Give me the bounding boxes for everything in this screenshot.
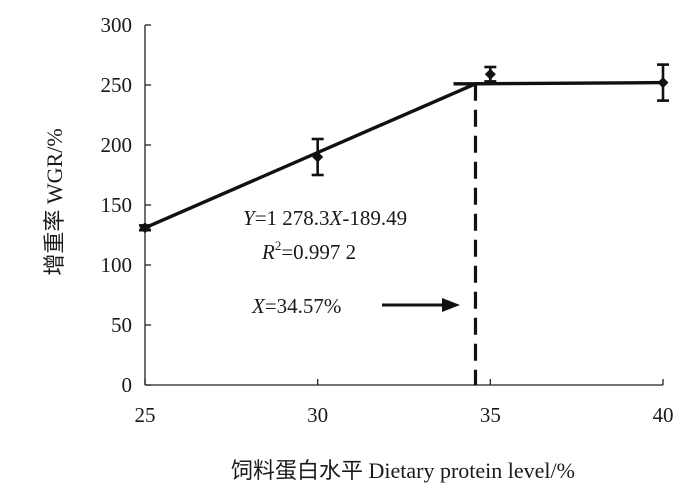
y-tick-label: 0 bbox=[122, 373, 133, 397]
r-squared-value: =0.997 2 bbox=[281, 240, 356, 264]
data-point-marker bbox=[657, 77, 669, 89]
x-tick-label: 25 bbox=[135, 403, 156, 427]
y-tick-label: 250 bbox=[101, 73, 133, 97]
r-squared-label: R2=0.997 2 bbox=[261, 238, 356, 264]
regression-equation: Y=1 278.3X-189.49 bbox=[243, 206, 407, 230]
equation-coefficient: =1 278.3 bbox=[255, 206, 330, 230]
r-squared-symbol: R bbox=[261, 240, 275, 264]
breakpoint-arrow bbox=[382, 298, 460, 312]
x-axis-title: 饲料蛋白水平 Dietary protein level/% bbox=[231, 458, 575, 483]
fit-lines bbox=[143, 80, 665, 385]
breakpoint-value: =34.57% bbox=[265, 294, 342, 318]
breakpoint-var: X bbox=[251, 294, 266, 318]
x-tick-label: 30 bbox=[307, 403, 328, 427]
fit-line-segment bbox=[473, 80, 665, 86]
fit-line-segment bbox=[143, 82, 478, 230]
y-tick-label: 50 bbox=[111, 313, 132, 337]
axes bbox=[144, 25, 663, 386]
axis-ticks: 0 50 100 150 200 250 300 25 30 35 40 bbox=[101, 13, 674, 427]
y-tick-label: 300 bbox=[101, 13, 133, 37]
equation-x-var: X bbox=[329, 206, 344, 230]
data-point-marker bbox=[484, 68, 496, 80]
x-tick-label: 35 bbox=[480, 403, 501, 427]
y-tick-label: 200 bbox=[101, 133, 133, 157]
data-point-marker bbox=[139, 222, 151, 234]
breakpoint-label: X=34.57% bbox=[251, 294, 341, 318]
x-tick-label: 40 bbox=[653, 403, 674, 427]
y-tick-label: 150 bbox=[101, 193, 133, 217]
y-tick-label: 100 bbox=[101, 253, 133, 277]
equation-y-var: Y bbox=[243, 206, 257, 230]
y-axis-title: 增重率 WGR/% bbox=[42, 128, 67, 275]
equation-intercept: -189.49 bbox=[342, 206, 407, 230]
data-points bbox=[139, 68, 669, 234]
data-point-marker bbox=[312, 151, 324, 163]
r-squared-superscript: 2 bbox=[275, 238, 282, 253]
